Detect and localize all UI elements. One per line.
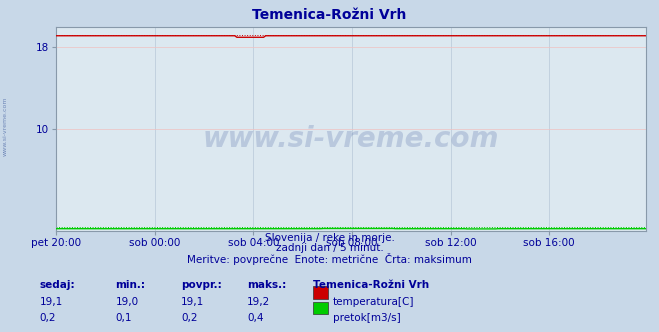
Text: 0,2: 0,2 [40, 313, 56, 323]
Text: Temenica-Rožni Vrh: Temenica-Rožni Vrh [252, 8, 407, 22]
Text: Meritve: povprečne  Enote: metrične  Črta: maksimum: Meritve: povprečne Enote: metrične Črta:… [187, 253, 472, 265]
Text: sedaj:: sedaj: [40, 280, 75, 290]
Text: zadnji dan / 5 minut.: zadnji dan / 5 minut. [275, 243, 384, 253]
Text: 19,1: 19,1 [181, 297, 204, 307]
Text: 19,1: 19,1 [40, 297, 63, 307]
Text: www.si-vreme.com: www.si-vreme.com [3, 96, 8, 156]
Text: 0,4: 0,4 [247, 313, 264, 323]
Text: 19,2: 19,2 [247, 297, 270, 307]
Text: povpr.:: povpr.: [181, 280, 222, 290]
Text: 0,1: 0,1 [115, 313, 132, 323]
Text: pretok[m3/s]: pretok[m3/s] [333, 313, 401, 323]
Text: Slovenija / reke in morje.: Slovenija / reke in morje. [264, 233, 395, 243]
Text: maks.:: maks.: [247, 280, 287, 290]
Text: 19,0: 19,0 [115, 297, 138, 307]
Text: 0,2: 0,2 [181, 313, 198, 323]
Text: min.:: min.: [115, 280, 146, 290]
Text: www.si-vreme.com: www.si-vreme.com [203, 125, 499, 153]
Text: Temenica-Rožni Vrh: Temenica-Rožni Vrh [313, 280, 429, 290]
Text: temperatura[C]: temperatura[C] [333, 297, 415, 307]
